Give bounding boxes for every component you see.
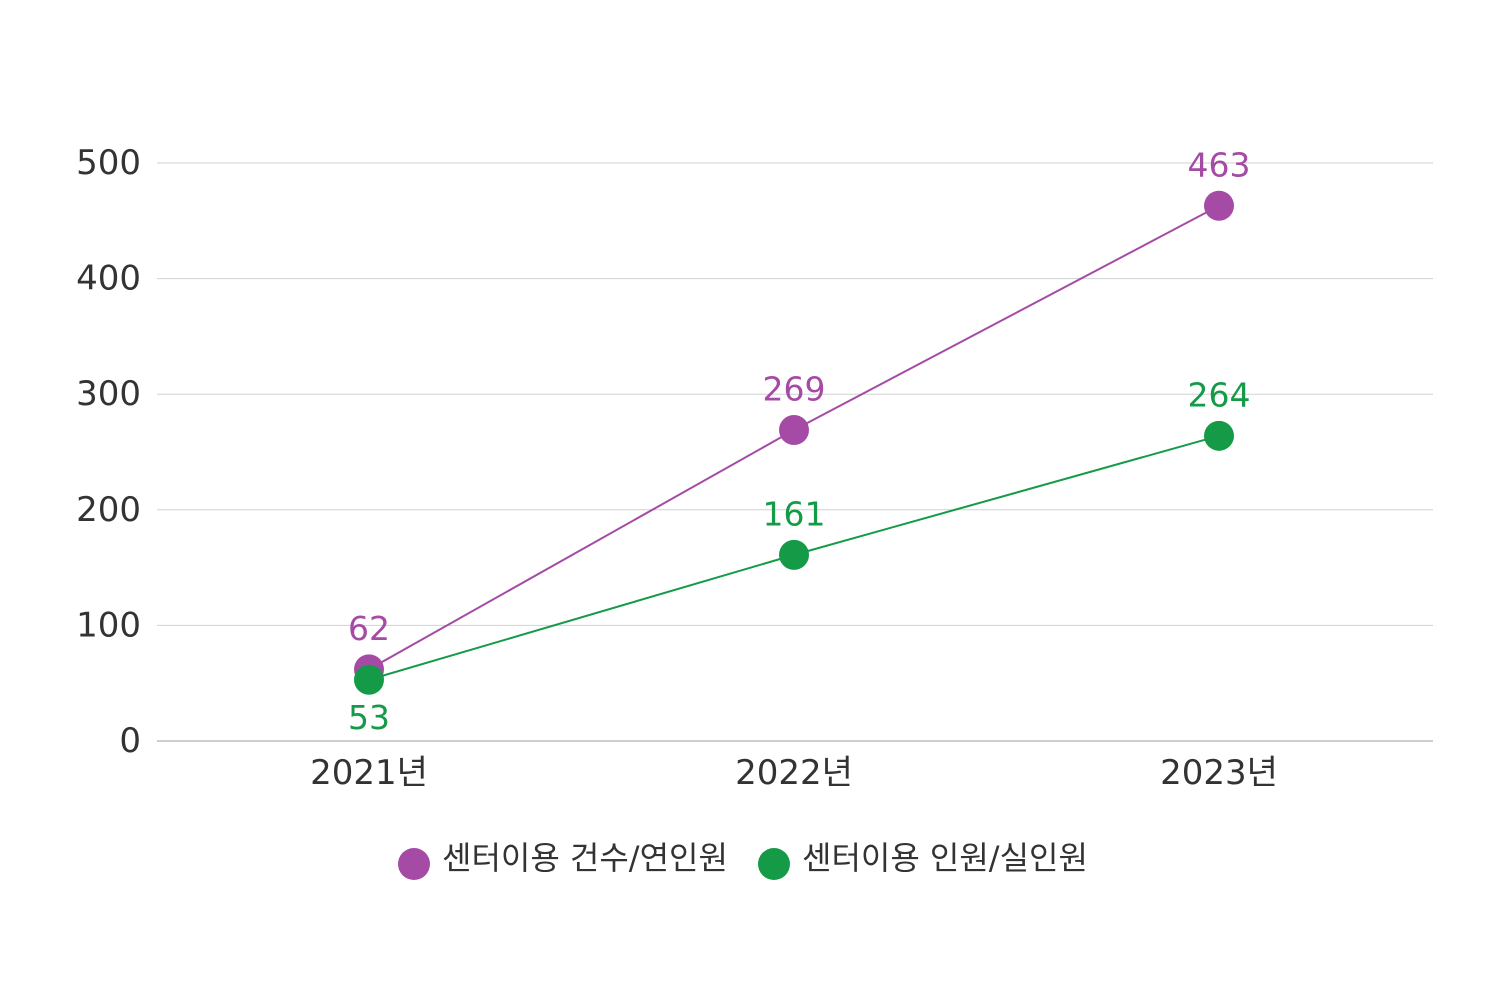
x-tick-label: 2022년 <box>735 753 853 793</box>
series-2-data-label: 53 <box>348 698 390 737</box>
y-tick-label: 0 <box>119 721 141 761</box>
legend-label-1: 센터이용 건수/연인원 <box>442 839 728 877</box>
grid-lines <box>157 162 1433 742</box>
series-points <box>354 190 1234 695</box>
series-2-data-label: 264 <box>1188 375 1251 414</box>
y-tick-label: 400 <box>76 259 141 299</box>
y-tick-label: 300 <box>76 374 141 414</box>
data-labels: 62 269 463 53 161 264 <box>348 145 1251 737</box>
legend-marker-2 <box>758 848 790 880</box>
series-1-data-label: 62 <box>348 609 390 648</box>
y-axis-ticks: 0 100 200 300 400 500 <box>76 143 141 761</box>
series-1-data-label: 463 <box>1188 145 1251 184</box>
series-2-point <box>1204 420 1234 451</box>
y-tick-label: 500 <box>76 143 141 183</box>
y-tick-label: 100 <box>76 605 141 645</box>
series-2-point <box>354 664 384 695</box>
x-tick-label: 2021년 <box>310 753 428 793</box>
legend: 센터이용 건수/연인원 센터이용 인원/실인원 <box>398 839 1088 880</box>
series-1-point <box>779 415 809 446</box>
series-1-point <box>1204 190 1234 221</box>
legend-label-2: 센터이용 인원/실인원 <box>802 839 1088 877</box>
x-tick-label: 2023년 <box>1160 753 1278 793</box>
series-2-point <box>779 539 809 570</box>
y-tick-label: 200 <box>76 490 141 530</box>
series-1-data-label: 269 <box>763 370 826 409</box>
x-axis-ticks: 2021년 2022년 2023년 <box>310 753 1278 793</box>
series-2-data-label: 161 <box>763 494 826 533</box>
legend-marker-1 <box>398 848 430 880</box>
